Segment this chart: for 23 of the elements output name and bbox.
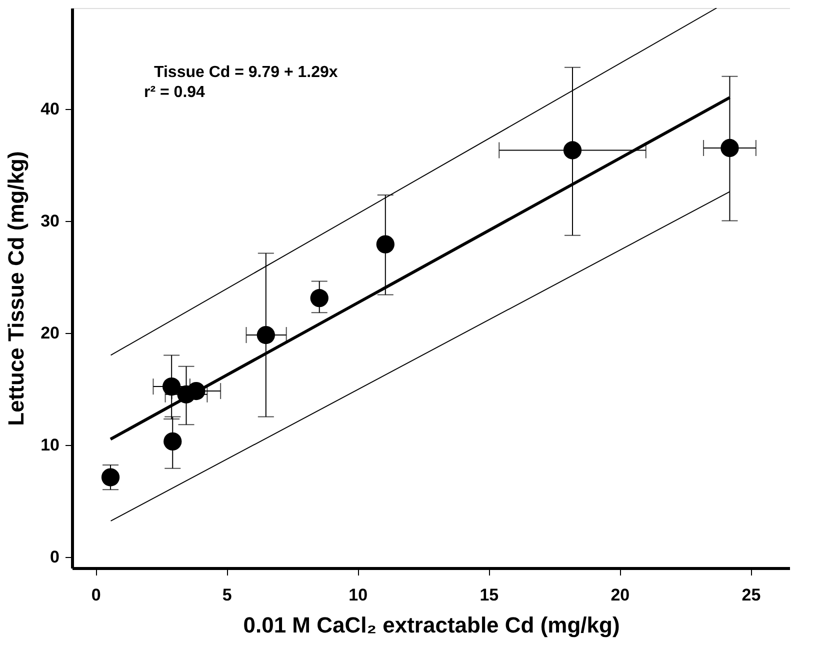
- y-axis-title: Lettuce Tissue Cd (mg/kg): [4, 151, 29, 426]
- y-tick-label: 10: [40, 435, 60, 454]
- y-tick-label: 30: [40, 211, 60, 230]
- y-tick-label: 20: [40, 323, 60, 342]
- annotation: r² = 0.94: [144, 84, 206, 101]
- x-axis-title: 0.01 M CaCl₂ extractable Cd (mg/kg): [243, 612, 620, 638]
- x-tick-label: 15: [480, 586, 499, 604]
- x-tick-label: 5: [222, 586, 232, 604]
- y-tick-label: 40: [40, 99, 60, 118]
- annotation: Tissue Cd = 9.79 + 1.29x: [154, 64, 338, 81]
- point: [164, 432, 182, 451]
- point: [376, 235, 394, 254]
- point: [310, 289, 328, 308]
- point: [101, 468, 120, 486]
- point: [720, 138, 739, 158]
- x-tick-label: 25: [742, 586, 761, 604]
- x-tick-label: 0: [91, 586, 101, 604]
- y-tick-label: 0: [50, 547, 60, 566]
- point: [563, 141, 582, 160]
- x-tick-label: 10: [348, 586, 368, 604]
- point: [256, 326, 275, 344]
- point: [162, 377, 181, 396]
- x-tick-label: 20: [610, 586, 630, 604]
